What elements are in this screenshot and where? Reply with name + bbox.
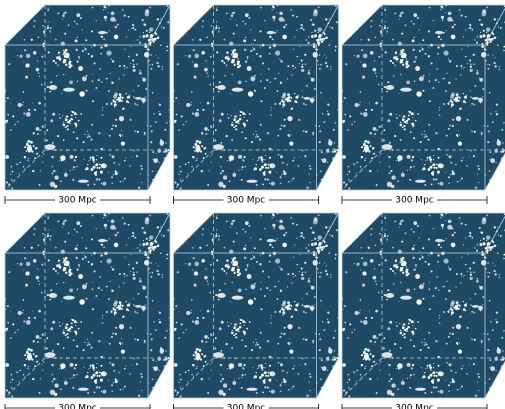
cube-panel: 300 Mpc — [340, 213, 505, 409]
scale-label: 300 Mpc — [227, 404, 266, 409]
cube-panel: 300 Mpc — [3, 213, 170, 409]
cube-grid: 300 Mpc 300 Mpc 300 Mpc 300 Mpc 300 Mpc 300 M… — [0, 0, 505, 409]
scale-label: 300 Mpc — [395, 196, 434, 206]
cube — [340, 5, 505, 190]
cube — [3, 213, 170, 398]
scale-label: 300 Mpc — [395, 404, 434, 409]
cube-panel: 300 Mpc — [172, 5, 339, 206]
cube — [172, 5, 339, 190]
scale-label: 300 Mpc — [227, 196, 266, 206]
cube — [172, 213, 339, 398]
cube-panel: 300 Mpc — [3, 5, 170, 206]
cube — [3, 5, 170, 190]
cube — [340, 213, 505, 398]
cube-panel: 300 Mpc — [172, 213, 339, 409]
cube-panel: 300 Mpc — [340, 5, 505, 206]
scale-label: 300 Mpc — [58, 196, 97, 206]
scale-label: 300 Mpc — [58, 404, 97, 409]
